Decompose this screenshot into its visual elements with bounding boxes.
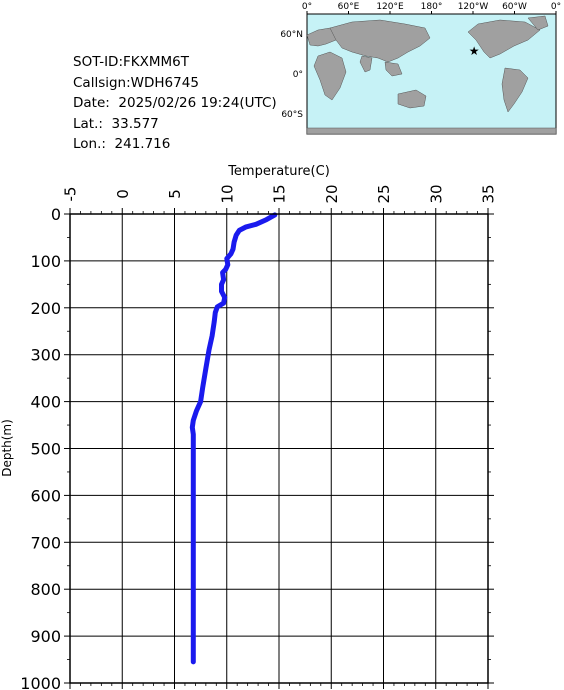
map-longitude-label: 120°W: [458, 2, 489, 12]
y-tick-label: 700: [30, 533, 61, 552]
map-longitude-labels: 0° 60°E 120°E 180° 120°W 60°W 0°: [302, 2, 561, 14]
date-label: Date: 2025/02/26 19:24(UTC): [73, 95, 277, 111]
map-longitude-label: 120°E: [376, 2, 404, 12]
map-longitude-label: 180°: [421, 2, 443, 12]
x-axis-label: Temperature(C): [227, 164, 330, 179]
chart-series: [189, 212, 278, 665]
x-tick-label: 20: [323, 184, 341, 203]
y-tick-label: 300: [30, 346, 61, 365]
map-longitude-label: 60°W: [502, 2, 527, 12]
map-land: [306, 15, 557, 135]
y-tick-label: 600: [30, 486, 61, 505]
x-tick-label: 10: [218, 184, 236, 203]
x-tick-label: 25: [375, 184, 393, 203]
longitude-label: Lon.: 241.716: [73, 136, 171, 152]
y-axis-label: Depth(m): [0, 419, 14, 477]
map-longitude-label: 0°: [302, 2, 312, 12]
callsign-label: Callsign:WDH6745: [73, 74, 199, 91]
x-tick-label: -5: [62, 187, 80, 202]
map-longitude-label: 0°: [551, 2, 561, 12]
chart-grid: [69, 213, 489, 684]
y-tick-label: 0: [51, 205, 61, 224]
y-tick-labels: 0 100 200 300 400 500 600 700 800 900 1000: [20, 205, 61, 690]
x-tick-label: 35: [480, 184, 498, 203]
map-latitude-labels: 60°N 0° 60°S: [280, 30, 303, 120]
plot-frame: [69, 213, 489, 684]
sot-id-label: SOT-ID:FKXMM6T: [73, 54, 189, 70]
y-tick-label: 400: [30, 393, 61, 412]
x-tick-labels: -5 0 5 10 15 20 25 30 35: [62, 184, 498, 203]
y-tick-label: 200: [30, 299, 61, 318]
map-latitude-label: 0°: [293, 70, 303, 80]
map-longitude-label: 60°E: [338, 2, 360, 12]
temperature-profile-line: [189, 212, 278, 665]
x-tick-label: 30: [427, 184, 445, 203]
location-star-icon: ★: [469, 44, 480, 58]
location-map: 0° 60°E 120°E 180° 120°W 60°W 0° 60°N 0° 60°S ★: [280, 2, 561, 135]
y-tick-label: 800: [30, 580, 61, 599]
map-latitude-label: 60°N: [280, 30, 303, 40]
x-tick-label: 5: [166, 189, 184, 199]
y-tick-label: 1000: [20, 674, 61, 690]
y-tick-label: 100: [30, 252, 61, 271]
map-latitude-label: 60°S: [281, 110, 303, 120]
x-tick-label: 15: [271, 184, 289, 203]
y-tick-label: 900: [30, 627, 61, 646]
y-tick-label: 500: [30, 440, 61, 459]
station-info: SOT-ID:FKXMM6T Callsign:WDH6745 Date: 20…: [73, 52, 277, 155]
latitude-label: Lat.: 33.577: [73, 115, 159, 132]
x-tick-label: 0: [114, 189, 132, 199]
